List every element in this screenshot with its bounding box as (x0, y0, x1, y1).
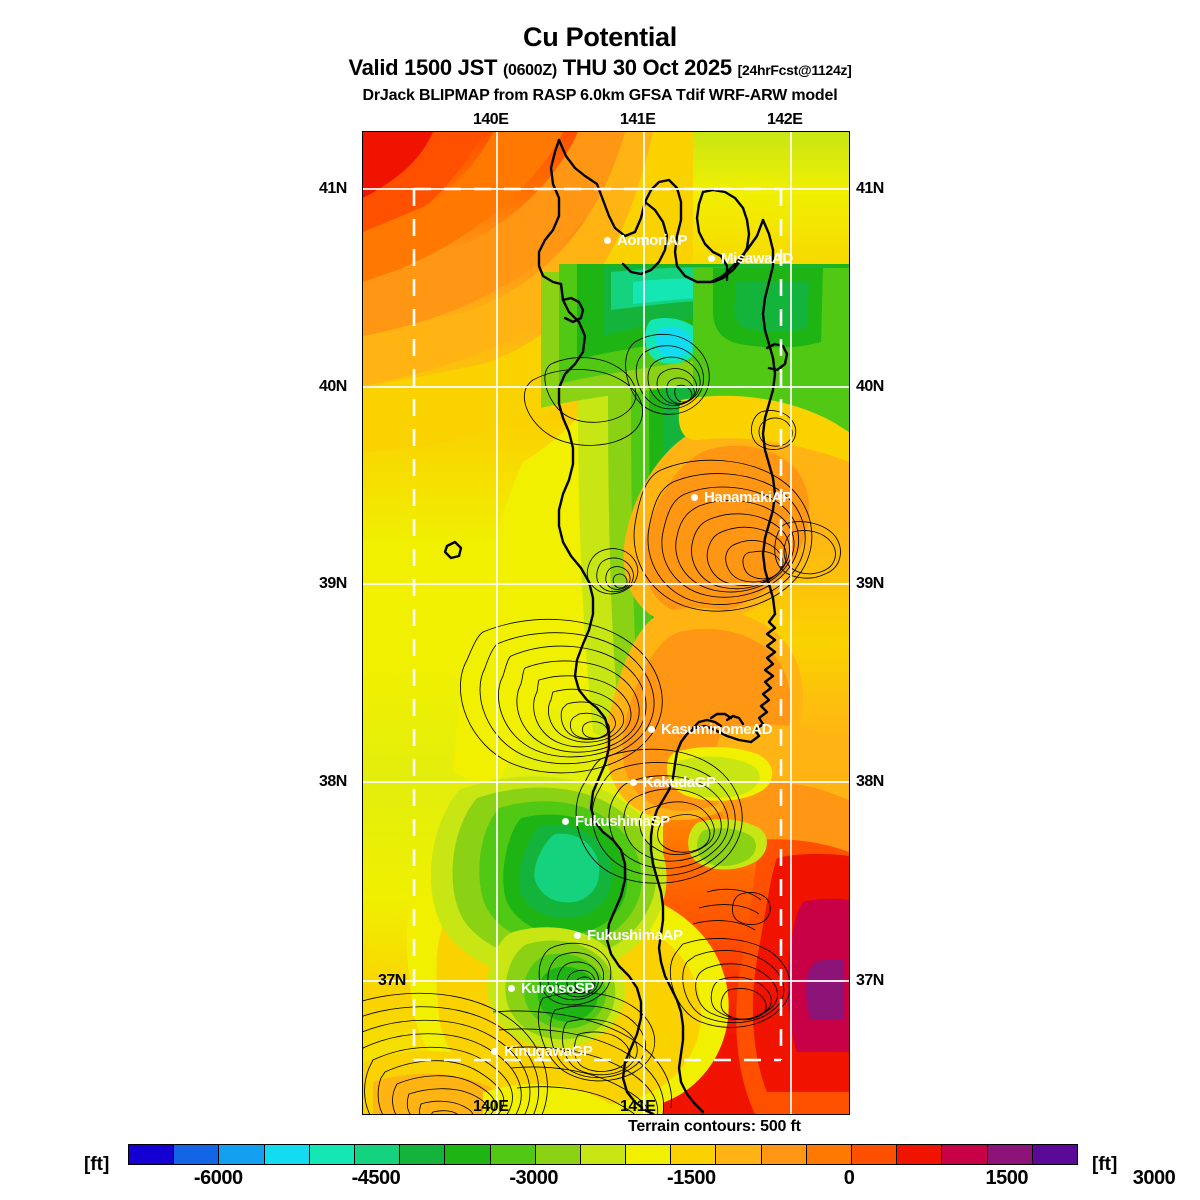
colorbar-segment-16 (852, 1145, 898, 1164)
station-dot (491, 1048, 498, 1055)
coastline (443, 138, 789, 1114)
station-label: KasuminomeAD (661, 721, 773, 738)
colorbar-segment-6 (400, 1145, 446, 1164)
lon-label-bottom-140e: 140E (473, 1098, 509, 1115)
colorbar-gradient (128, 1144, 1078, 1165)
colorbar-tick-0: -6000 (193, 1167, 243, 1189)
colorbar-unit-left: [ft] (84, 1154, 110, 1175)
lon-label-top-140e: 140E (473, 111, 509, 128)
valid-utc: (0600Z) (502, 62, 557, 79)
colorbar-segment-3 (264, 1145, 310, 1164)
lat-label-right-39n: 39N (856, 575, 884, 592)
colorbar-segment-15 (806, 1145, 852, 1164)
graticule-solid (363, 132, 849, 1114)
lat-label-left-37n: 37N (378, 972, 406, 989)
lat-label-right-40n: 40N (856, 378, 884, 395)
station-misawaad[interactable]: MisawaAD (708, 251, 793, 266)
colorbar-segment-17 (897, 1145, 943, 1164)
colorbar-segment-0 (129, 1145, 175, 1164)
map-canvas (363, 132, 849, 1114)
lat-label-right-37n: 37N (856, 972, 884, 989)
valid-prefix: Valid 1500 JST (348, 55, 498, 80)
station-dot (630, 779, 637, 786)
colorbar-tick-6: 3000 (1132, 1167, 1176, 1189)
forecast-tag: [24hrFcst@1124z] (737, 62, 852, 78)
colorbar-segment-7 (445, 1145, 491, 1164)
station-label: KinugawaGP (504, 1043, 593, 1060)
lat-label-right-38n: 38N (856, 773, 884, 790)
colorbar-tick-5: 1500 (985, 1167, 1029, 1189)
station-aomoriap[interactable]: AomoriAP (604, 232, 688, 249)
lat-label-left-38n: 38N (319, 773, 347, 790)
station-fukushimasp[interactable]: FukushimaSP (562, 814, 670, 829)
forecast-map[interactable]: 140E 141E 142E 140E 141E 41N 40N 39N 38N… (319, 111, 884, 1115)
station-kakudagp[interactable]: KakudaGP (630, 775, 716, 790)
station-label: AomoriAP (617, 232, 688, 249)
colorbar-segment-19 (987, 1145, 1033, 1164)
colorbar-tick-4: 0 (843, 1167, 855, 1189)
station-hanamakiap[interactable]: HanamakiAP (691, 490, 792, 505)
station-label: KakudaGP (643, 774, 716, 791)
colorbar-segment-20 (1032, 1145, 1077, 1164)
colorbar-segment-8 (490, 1145, 536, 1164)
lon-label-top-142e: 142E (767, 111, 803, 128)
terrain-contour-caption: Terrain contours: 500 ft (628, 1118, 801, 1135)
colorbar-segment-9 (535, 1145, 581, 1164)
heatmap-layer (363, 132, 849, 1114)
station-label: FukushimaAP (587, 927, 683, 944)
lon-label-bottom-141e: 141E (620, 1098, 656, 1115)
colorbar: [ft] [ft] -6000 -4500 -3000 -1500 0 1500 3000 (0, 1138, 1200, 1198)
colorbar-tick-3: -1500 (667, 1167, 716, 1189)
valid-time-line: Valid 1500 JST (0600Z) THU 30 Oct 2025 [… (0, 55, 1200, 84)
colorbar-segment-2 (219, 1145, 265, 1164)
lon-label-top-141e: 141E (620, 111, 656, 128)
station-kinugawagp[interactable]: KinugawaGP (491, 1044, 593, 1059)
station-label: HanamakiAP (704, 489, 792, 506)
colorbar-segment-4 (309, 1145, 355, 1164)
lat-label-right-41n: 41N (856, 180, 884, 197)
colorbar-segment-10 (580, 1145, 627, 1164)
page-title: Cu Potential (523, 22, 677, 52)
colorbar-segment-5 (354, 1145, 401, 1164)
station-dot (604, 237, 611, 244)
colorbar-segment-14 (761, 1145, 807, 1164)
lat-label-left-40n: 40N (319, 378, 347, 395)
valid-date: THU 30 Oct 2025 (562, 55, 732, 80)
station-fukushimaap[interactable]: FukushimaAP (574, 928, 683, 943)
colorbar-tick-1: -4500 (351, 1167, 401, 1189)
colorbar-segment-11 (626, 1145, 672, 1164)
station-label: MisawaAD (721, 250, 793, 267)
colorbar-tick-labels: -6000 -4500 -3000 -1500 0 1500 3000 (128, 1167, 1176, 1193)
colorbar-tick-2: -3000 (509, 1167, 558, 1189)
model-line: DrJack BLIPMAP from RASP 6.0km GFSA Tdif… (362, 87, 838, 104)
colorbar-segment-18 (942, 1145, 988, 1164)
lat-label-left-41n: 41N (319, 180, 347, 197)
colorbar-segment-13 (716, 1145, 762, 1164)
station-dot (562, 818, 569, 825)
station-dot (691, 494, 698, 501)
station-label: KuroisoSP (521, 980, 595, 997)
station-dot (708, 255, 715, 262)
colorbar-segment-12 (671, 1145, 717, 1164)
station-dot (574, 932, 581, 939)
subdomain-box (412, 187, 783, 1062)
station-kasuminomead[interactable]: KasuminomeAD (648, 722, 772, 737)
station-kuroisosp[interactable]: KuroisoSP (508, 981, 594, 996)
station-dot (508, 985, 515, 992)
station-label: FukushimaSP (575, 813, 670, 830)
colorbar-unit-right: [ft] (1092, 1154, 1118, 1175)
lat-label-left-39n: 39N (319, 575, 347, 592)
title-block: Cu Potential Valid 1500 JST (0600Z) THU … (0, 22, 1200, 106)
station-dot (648, 726, 655, 733)
colorbar-segment-1 (174, 1145, 220, 1164)
